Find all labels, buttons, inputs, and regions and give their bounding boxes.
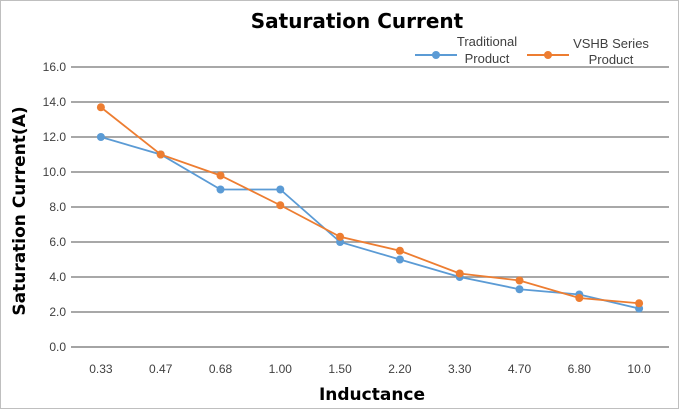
data-point	[96, 103, 105, 112]
x-tick-label: 0.33	[89, 362, 113, 376]
legend-item-1: Traditional Product	[415, 34, 517, 66]
data-point	[635, 299, 644, 308]
data-point	[276, 185, 285, 194]
data-point	[515, 276, 524, 285]
legend-label: Product	[465, 51, 510, 66]
x-tick-label: 4.70	[508, 362, 532, 376]
x-tick-label: 1.50	[328, 362, 352, 376]
y-tick-labels: 0.0 2.0 4.0 6.0 8.0 10.0 12.0 14.0 16.0	[43, 60, 67, 354]
data-point	[96, 133, 105, 141]
y-axis-title: Saturation Current(A)	[10, 106, 30, 315]
series-line	[100, 136, 640, 310]
y-tick-label: 16.0	[43, 60, 67, 74]
x-tick-label: 0.47	[149, 362, 173, 376]
x-tick-label: 2.20	[388, 362, 412, 376]
series-line	[100, 106, 640, 305]
y-tick-label: 8.0	[49, 200, 66, 214]
data-point	[455, 269, 464, 278]
y-tick-label: 12.0	[43, 130, 67, 144]
x-tick-label: 10.0	[627, 362, 651, 376]
y-tick-label: 0.0	[49, 340, 66, 354]
data-point	[216, 185, 225, 194]
legend-label: Traditional	[457, 34, 517, 49]
data-point	[336, 232, 345, 241]
x-tick-label: 3.30	[448, 362, 472, 376]
chart-title: Saturation Current	[251, 9, 464, 33]
data-point	[395, 255, 404, 264]
series-2	[96, 103, 644, 308]
data-point	[395, 246, 404, 255]
legend-label: Product	[589, 52, 634, 67]
y-tick-label: 6.0	[49, 235, 66, 249]
x-tick-label: 0.68	[209, 362, 233, 376]
gridlines	[71, 66, 669, 348]
y-tick-label: 4.0	[49, 270, 66, 284]
data-point	[216, 171, 225, 180]
legend-swatch-marker	[432, 51, 440, 59]
legend-label: VSHB Series	[573, 36, 649, 51]
y-tick-label: 10.0	[43, 165, 67, 179]
legend-swatch-marker	[544, 51, 552, 59]
data-point	[575, 294, 584, 302]
series-lines	[96, 103, 644, 313]
x-tick-label: 6.80	[568, 362, 592, 376]
x-tick-labels: 0.33 0.47 0.68 1.00 1.50 2.20 3.30 4.70 6.80 10.0	[89, 362, 651, 376]
x-tick-label: 1.00	[269, 362, 293, 376]
data-point	[515, 285, 524, 294]
data-point	[156, 150, 165, 159]
data-point	[276, 201, 285, 210]
y-tick-label: 2.0	[49, 305, 66, 319]
y-tick-label: 14.0	[43, 95, 67, 109]
x-axis-title: Inductance	[319, 385, 425, 405]
